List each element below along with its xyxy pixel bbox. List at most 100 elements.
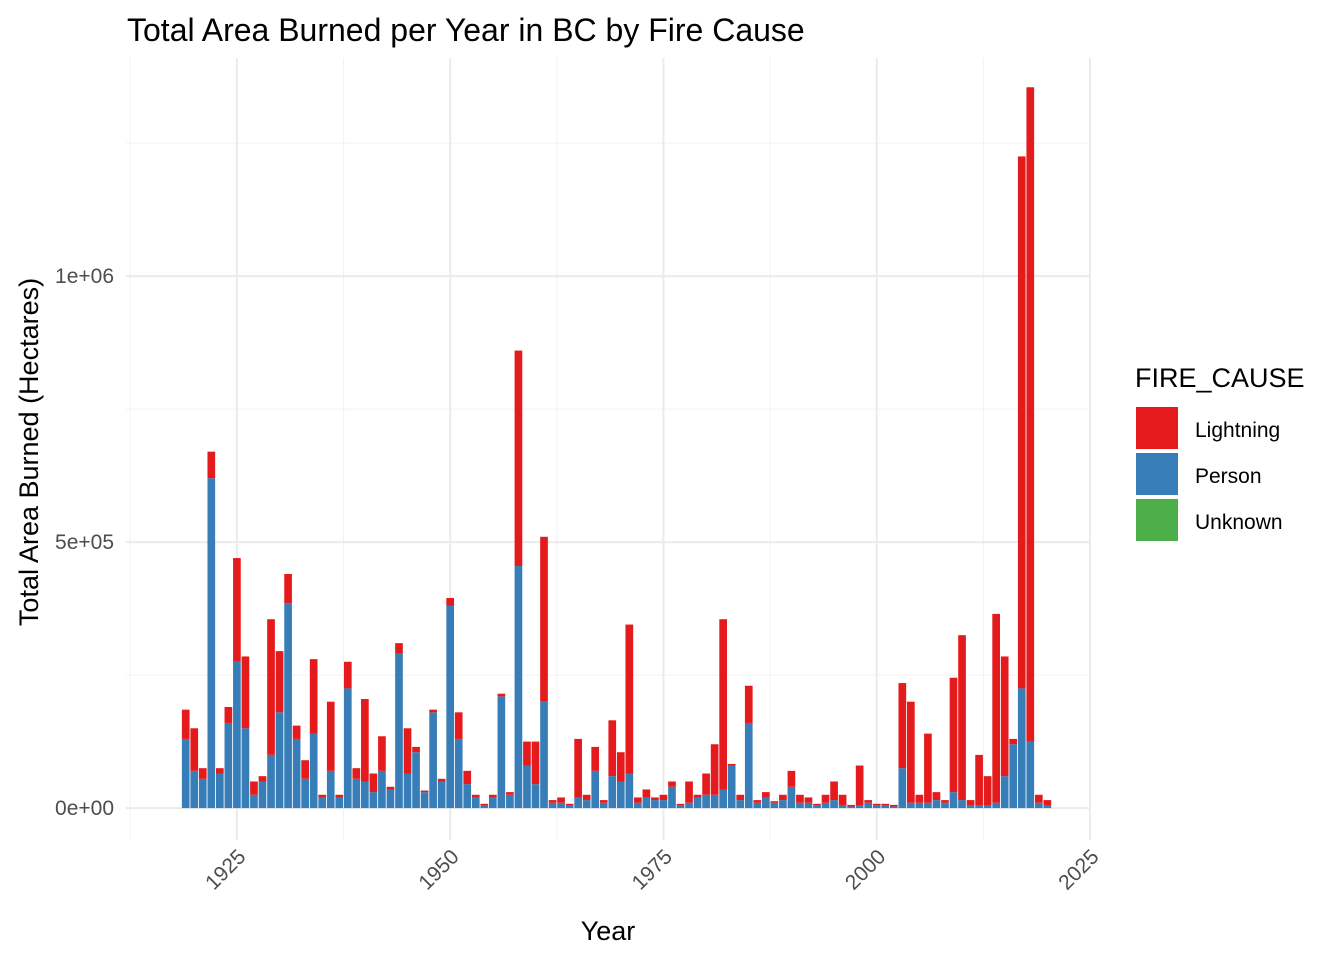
bar-lightning-1985 [744,685,753,723]
bar-person-2019 [1034,802,1043,809]
y-axis-title: Total Area Burned (Hectares) [14,278,44,626]
bar-person-1991 [796,802,804,809]
bar-lightning-2020 [1043,800,1052,806]
bar-person-1948 [429,712,437,809]
bar-lightning-2005 [915,794,924,803]
bar-person-1931 [284,603,292,809]
bar-person-1952 [463,784,472,809]
bar-lightning-1963 [557,797,565,803]
bar-lightning-1960 [531,741,540,785]
bar-person-2002 [889,806,898,809]
bar-lightning-1987 [761,792,770,798]
x-axis-ticks: 1925 1950 1975 2000 2025 [201,845,1103,894]
bar-person-2011 [966,805,975,809]
plot-area [126,58,1091,840]
bar-lightning-2007 [932,792,941,801]
bar-person-1970 [616,781,625,809]
bar-lightning-1980 [702,773,710,795]
bar-person-1946 [412,752,420,809]
legend-title: FIRE_CAUSE [1135,363,1305,393]
y-axis-ticks: 0e+00 5e+05 1e+06 [55,265,114,820]
bar-person-1951 [454,738,463,809]
bar-lightning-1983 [727,763,736,766]
bar-person-1949 [437,781,446,809]
bar-person-1923 [216,773,224,809]
bar-person-1960 [531,784,540,809]
bar-lightning-2013 [983,776,992,806]
bar-lightning-1921 [198,768,207,779]
bar-lightning-1969 [608,720,617,777]
bar-person-1934 [309,733,318,809]
bar-person-1947 [420,792,429,809]
bar-person-1966 [582,800,591,809]
bar-lightning-1931 [284,574,292,604]
bar-lightning-2006 [924,733,932,803]
bar-lightning-1968 [599,800,608,803]
bar-person-1968 [599,802,608,809]
y-tick-label: 0e+00 [55,797,114,820]
bar-person-2020 [1043,805,1052,809]
bar-lightning-1949 [437,778,446,782]
bar-lightning-2019 [1034,794,1043,803]
bar-person-1962 [548,802,557,809]
bar-lightning-1972 [634,797,642,803]
bar-person-2017 [1017,688,1026,809]
bar-person-1919 [181,738,190,809]
bar-lightning-1962 [548,800,557,803]
bar-lightning-2011 [966,800,975,806]
bar-lightning-1954 [480,803,489,806]
bar-lightning-1939 [352,768,361,779]
bar-person-1982 [719,789,728,809]
bar-lightning-1999 [864,800,873,803]
bar-person-1988 [770,802,779,809]
bar-person-1992 [804,802,813,809]
bar-lightning-1948 [429,709,437,713]
legend-label-lightning: Lightning [1195,419,1280,442]
x-tick-label: 2025 [1054,845,1103,894]
bar-person-1981 [710,794,719,809]
bar-lightning-1978 [685,781,693,803]
bar-lightning-1952 [463,770,472,785]
bar-lightning-1951 [454,712,463,739]
bar-person-1974 [651,800,659,809]
bar-person-1926 [241,728,250,809]
bar-person-1930 [275,712,284,809]
bar-person-1972 [634,802,642,809]
legend-label-person: Person [1195,465,1262,488]
bar-person-2013 [983,805,992,809]
bar-person-1984 [736,800,745,809]
bar-person-1954 [480,805,489,809]
bar-lightning-1943 [386,786,395,790]
bar-person-1935 [318,797,327,809]
bar-lightning-2004 [907,701,915,803]
bar-person-1955 [488,797,497,809]
bar-person-1964 [565,805,574,809]
bar-person-2000 [872,805,881,809]
bar-person-1985 [744,722,753,809]
bar-person-1997 [847,806,855,809]
bar-person-1950 [446,605,455,809]
bar-lightning-1990 [787,770,796,787]
bar-lightning-2001 [881,803,890,806]
bar-lightning-1958 [514,350,523,567]
x-tick-label: 1925 [201,845,250,894]
x-axis-title: Year [581,916,636,946]
x-tick-label: 2000 [841,845,890,894]
bar-person-1928 [258,781,267,809]
bar-lightning-1975 [659,794,668,801]
bar-lightning-2009 [949,677,958,793]
bar-lightning-1989 [779,794,787,801]
bar-person-1936 [326,770,335,809]
y-tick-label: 5e+05 [55,531,114,554]
bar-person-2016 [1009,744,1018,809]
bar-lightning-1974 [651,797,659,801]
bar-person-1925 [233,661,241,809]
bars [181,87,1052,809]
bar-person-2003 [898,768,907,809]
bar-person-2007 [932,800,941,809]
bar-lightning-2014 [992,613,1000,803]
bar-person-2015 [1000,776,1009,809]
bar-lightning-2000 [872,803,881,806]
bar-lightning-1928 [258,776,267,782]
